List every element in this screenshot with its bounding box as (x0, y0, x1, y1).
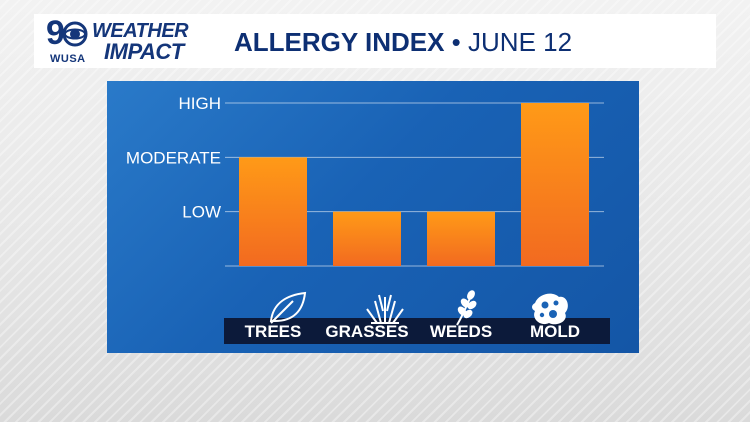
station-number: 9 (46, 14, 65, 52)
category-label-grasses: GRASSES (325, 322, 408, 341)
bar-grasses (333, 211, 401, 266)
page-title: ALLERGY INDEX • JUNE 12 (234, 27, 572, 58)
station-call-letters: WUSA (50, 53, 86, 65)
allergy-bar-chart: LOW MODERATE HIGH TREES GRASSES WEEDS MOLD (126, 94, 604, 341)
brand-weather: WEATHER (92, 20, 189, 42)
bar-mold (521, 103, 589, 266)
category-label-trees: TREES (245, 322, 302, 341)
station-logo-icon (62, 21, 88, 47)
bar-trees (239, 157, 307, 266)
brand-impact: IMPACT (104, 39, 184, 64)
header-banner: 9 WUSA WEATHER IMPACT ALLERGY INDEX • JU… (34, 14, 716, 68)
y-level-label: HIGH (179, 94, 222, 113)
y-level-label: MODERATE (126, 148, 221, 167)
y-level-label: LOW (182, 203, 221, 222)
title-separator: • (451, 27, 461, 57)
leaf-icon (269, 291, 307, 324)
weed-icon (456, 290, 477, 326)
mold-icon (532, 293, 568, 325)
category-label-weeds: WEEDS (430, 322, 492, 341)
category-label-mold: MOLD (530, 322, 580, 341)
title-text: ALLERGY INDEX (234, 27, 445, 57)
bar-weeds (427, 211, 495, 266)
grass-icon (366, 294, 404, 324)
title-date: JUNE 12 (468, 27, 573, 57)
